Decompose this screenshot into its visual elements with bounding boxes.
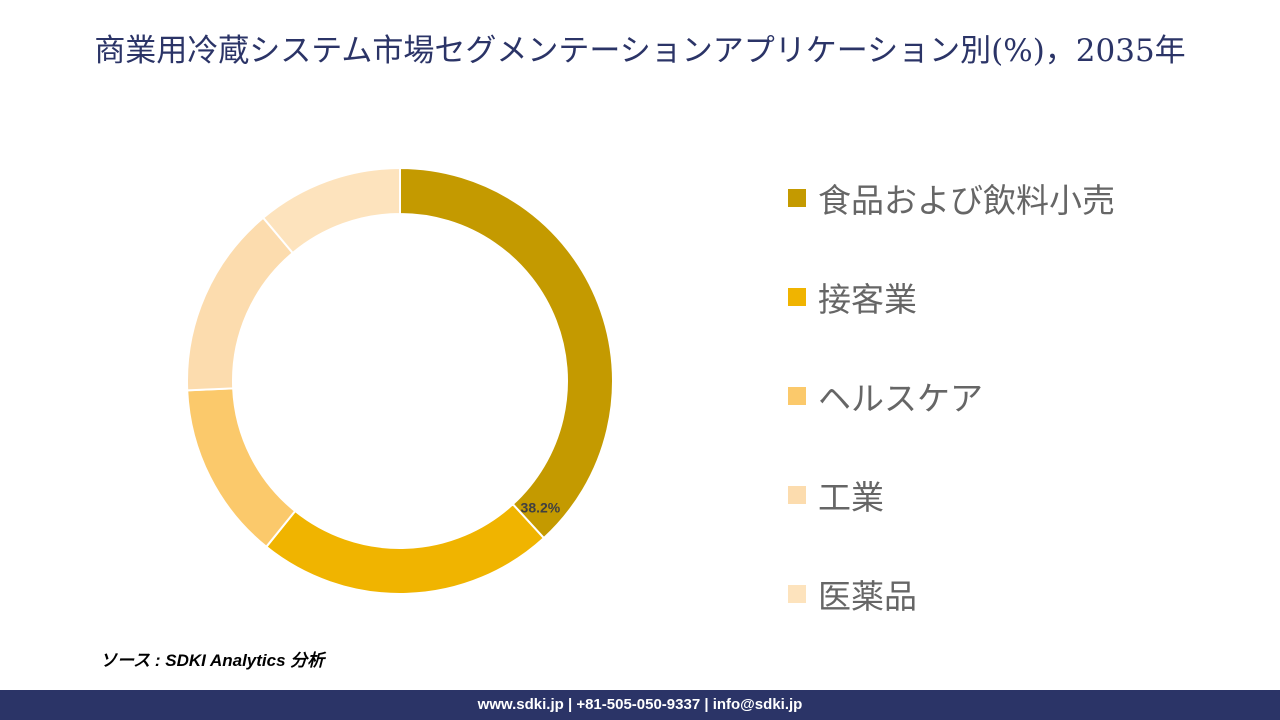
donut-segment [261,166,401,255]
donut-segment [186,216,295,392]
donut-segment [264,502,546,595]
footer: www.sdki.jp | +81-505-050-9337 | info@sd… [0,690,1280,720]
legend-swatch [788,485,806,504]
source: ソース : SDKI Analytics 分析 [100,651,325,670]
legend-item: ヘルスケア [788,346,1115,445]
legend-item: 食品および飲料小売 [788,148,1115,247]
legend-item: 医薬品 [788,544,1115,643]
legend-label: ヘルスケア [818,378,983,418]
legend-swatch [788,287,806,306]
legend-label: 医薬品 [818,576,917,616]
legend-swatch [788,386,806,405]
legend-item: 接客業 [788,247,1115,346]
legend-label: 接客業 [818,279,917,319]
chart: 38.2% [186,166,614,595]
chart-title: 商業用冷蔵システム市場セグメンテーションアプリケーション別(%)，2035年 [94,33,1186,69]
legend-label: 食品および飲料小売 [818,180,1115,220]
legend-label: 工業 [818,477,884,517]
donut-segment [399,166,614,540]
donut-segment [186,387,297,549]
legend: 食品および飲料小売 接客業ヘルスケア工業医薬品 [788,148,1115,643]
data-label: 38.2% [521,500,561,516]
legend-item: 工業 [788,445,1115,544]
legend-swatch [788,584,806,603]
legend-swatch [788,188,806,207]
